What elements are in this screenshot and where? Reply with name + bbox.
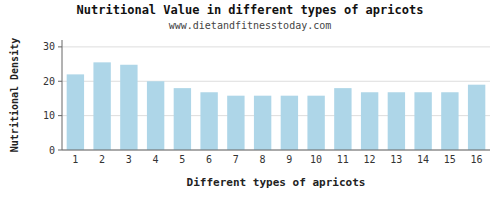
bar: [254, 96, 271, 150]
bar: [200, 92, 217, 150]
y-tick: [58, 150, 62, 151]
bar: [93, 62, 110, 150]
bar: [441, 92, 458, 150]
y-axis: [62, 40, 63, 150]
bar: [147, 81, 164, 150]
title: Nutritional Value in different types of …: [77, 3, 424, 17]
x-tick-label: 1: [72, 154, 78, 165]
chart: 010203012345678910111213141516Nutritiona…: [0, 0, 500, 200]
bar: [414, 92, 431, 150]
y-tick: [58, 46, 62, 47]
bar: [227, 96, 244, 150]
y-tick-label: 20: [43, 76, 55, 87]
grid-line: [62, 46, 490, 47]
x-tick-label: 6: [206, 154, 212, 165]
y-axis-label: Nutritional Density: [9, 38, 20, 152]
background: [0, 0, 500, 200]
x-tick-label: 10: [310, 154, 322, 165]
bar: [174, 88, 191, 150]
bar: [361, 92, 378, 150]
x-tick-label: 4: [153, 154, 159, 165]
x-axis-label: Different types of apricots: [187, 176, 366, 189]
bar: [334, 88, 351, 150]
subtitle: www.dietandfitnesstoday.com: [169, 20, 332, 31]
x-tick-label: 13: [390, 154, 402, 165]
x-tick-label: 2: [99, 154, 105, 165]
grid-line: [62, 150, 490, 151]
x-tick-label: 14: [417, 154, 429, 165]
x-tick-label: 5: [179, 154, 185, 165]
y-tick-label: 30: [43, 41, 55, 52]
x-axis: [62, 150, 490, 151]
x-tick-label: 9: [286, 154, 292, 165]
x-tick-label: 15: [444, 154, 456, 165]
y-tick: [58, 81, 62, 82]
x-tick-label: 11: [337, 154, 349, 165]
bar: [307, 96, 324, 150]
x-tick-label: 8: [260, 154, 266, 165]
chart-container: 010203012345678910111213141516Nutritiona…: [0, 0, 500, 200]
x-tick-label: 7: [233, 154, 239, 165]
bar: [120, 65, 137, 150]
bars: [67, 62, 486, 150]
bar: [468, 85, 485, 150]
x-tick-label: 12: [364, 154, 376, 165]
grid: [62, 47, 490, 150]
y-tick-label: 10: [43, 110, 55, 121]
x-tick-label: 16: [471, 154, 483, 165]
y-tick: [58, 115, 62, 116]
y-tick-label: 0: [49, 145, 55, 156]
x-tick-label: 3: [126, 154, 132, 165]
bar: [388, 92, 405, 150]
bar: [281, 96, 298, 150]
bar: [67, 74, 84, 150]
